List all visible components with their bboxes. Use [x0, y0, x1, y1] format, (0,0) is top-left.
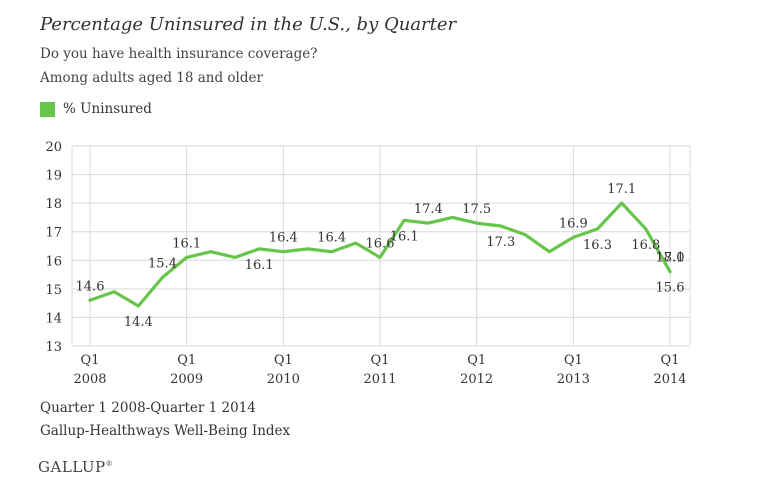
- data-label: 17.4: [414, 202, 443, 217]
- data-label: 15.4: [148, 256, 177, 271]
- x-tick-label-year: 2012: [460, 372, 493, 387]
- x-tick-label-quarter: Q1: [177, 353, 196, 368]
- y-tick-label: 16: [45, 254, 62, 269]
- chart-subtitle-question: Do you have health insurance coverage?: [40, 46, 318, 62]
- legend: % Uninsured: [40, 101, 152, 117]
- data-label: 17.1: [656, 251, 685, 266]
- data-label: 14.6: [76, 279, 105, 294]
- data-label: 16.4: [269, 231, 298, 246]
- x-tick-label-year: 2013: [557, 372, 590, 387]
- y-tick-label: 19: [45, 169, 62, 184]
- registered-mark: ®: [105, 460, 114, 468]
- data-label: 18.0: [656, 251, 685, 266]
- y-tick-label: 15: [45, 283, 62, 298]
- data-label: 16.6: [366, 236, 395, 251]
- x-tick-label-quarter: Q1: [274, 353, 293, 368]
- gallup-logo: GALLUP®: [38, 458, 113, 476]
- data-label: 16.1: [390, 229, 419, 244]
- x-tick-label-quarter: Q1: [564, 353, 583, 368]
- y-tick-label: 17: [45, 226, 62, 241]
- legend-label: % Uninsured: [63, 101, 152, 117]
- footnote-source: Gallup-Healthways Well-Being Index: [40, 423, 291, 439]
- x-tick-label-quarter: Q1: [371, 353, 390, 368]
- y-tick-label: 14: [45, 311, 62, 326]
- x-tick-label-quarter: Q1: [467, 353, 486, 368]
- x-tick-label-year: 2008: [73, 372, 106, 387]
- data-label: 16.1: [172, 236, 201, 251]
- chart-subtitle-population: Among adults aged 18 and older: [40, 70, 263, 86]
- data-label: 15.6: [656, 281, 685, 296]
- data-label: 16.4: [317, 231, 346, 246]
- data-label: 14.4: [124, 315, 153, 330]
- x-tick-label-year: 2010: [267, 372, 300, 387]
- data-label: 16.3: [583, 238, 612, 253]
- series-line-uninsured: [88, 201, 672, 308]
- line-chart: 13 14 15 16 17 18 19 20 Q1 2008 Q1 2009 Q1 2010 Q1 2011…: [45, 140, 691, 387]
- data-label: 16.8: [631, 238, 660, 253]
- data-label: 17.5: [462, 202, 491, 217]
- y-tick-label: 20: [45, 140, 62, 155]
- data-label: 16.1: [245, 258, 274, 273]
- x-tick-label-year: 2011: [363, 372, 396, 387]
- x-tick-label-year: 2014: [653, 372, 686, 387]
- x-tick-label-year: 2009: [170, 372, 203, 387]
- y-tick-label: 13: [45, 340, 62, 355]
- legend-swatch: [40, 101, 55, 117]
- data-label: 16.9: [559, 216, 588, 231]
- y-tick-label: 18: [45, 197, 62, 212]
- data-label: 17.1: [607, 182, 636, 197]
- footnote-date-range: Quarter 1 2008-Quarter 1 2014: [40, 400, 256, 416]
- chart-title: Percentage Uninsured in the U.S., by Qua…: [40, 14, 457, 35]
- x-tick-label-quarter: Q1: [81, 353, 100, 368]
- gallup-logo-text: GALLUP: [38, 458, 106, 476]
- x-tick-label-quarter: Q1: [661, 353, 680, 368]
- data-label: 17.3: [486, 235, 515, 250]
